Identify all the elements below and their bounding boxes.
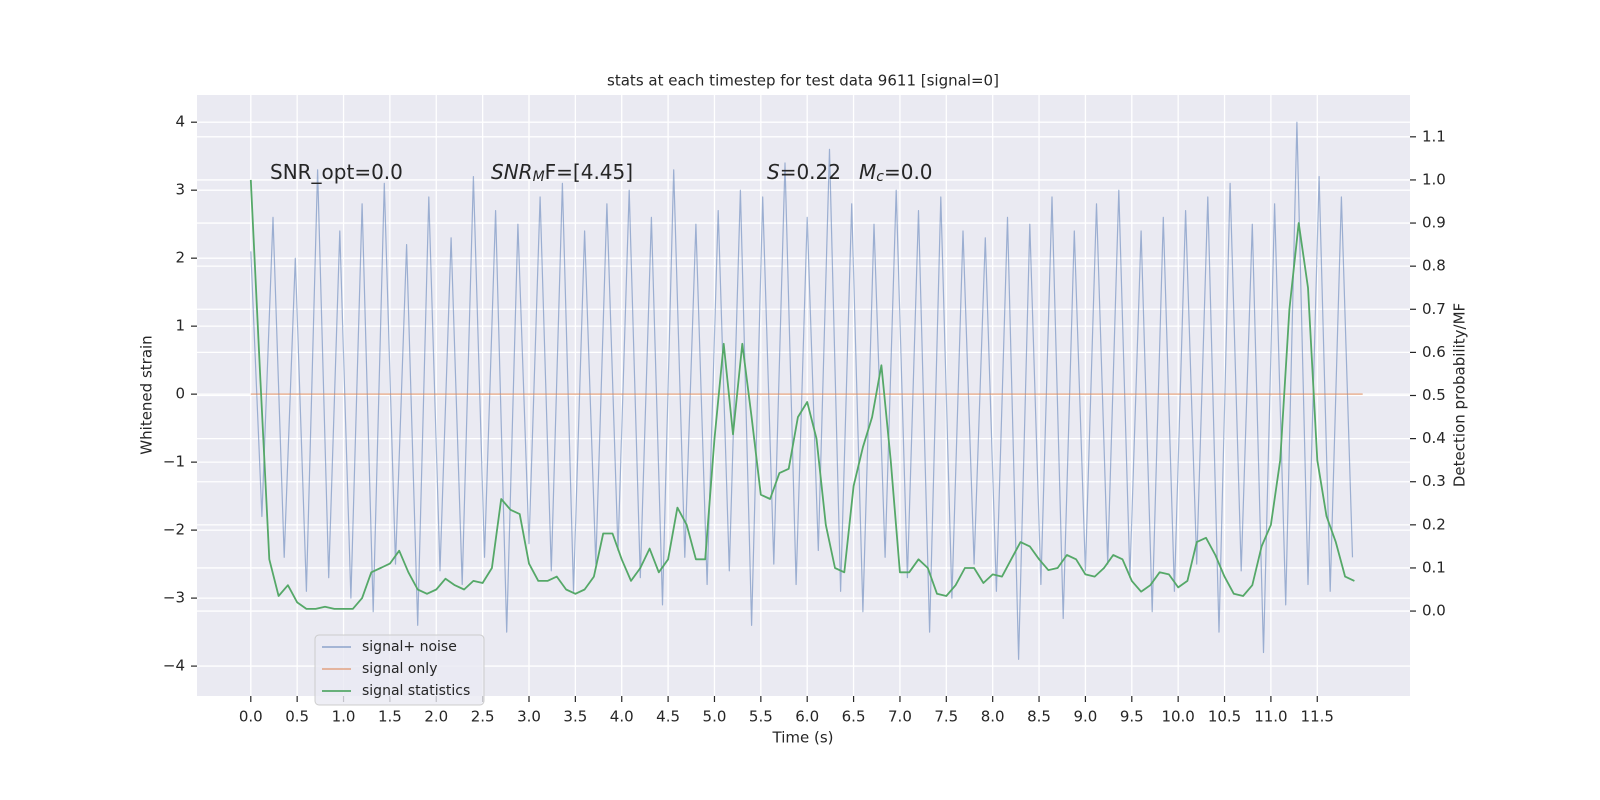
y-tick-label: 1 <box>175 317 185 335</box>
y2-tick-label: 0.0 <box>1422 602 1446 620</box>
annotation-symbol: S <box>767 160 780 184</box>
series-layer <box>249 121 1363 660</box>
x-tick-label: 1.5 <box>378 708 402 726</box>
x-tick-label: 9.5 <box>1120 708 1144 726</box>
x-tick-label: 10.0 <box>1161 708 1194 726</box>
annotation-text: SNR_opt=0.0 <box>270 160 403 184</box>
y-tick-label: 3 <box>175 181 185 199</box>
y-tick-label: −1 <box>163 453 185 471</box>
x-tick-label: 4.0 <box>610 708 634 726</box>
x-tick-label: 11.5 <box>1301 708 1334 726</box>
y-axis-label: Whitened strain <box>138 335 156 454</box>
x-tick-label: 5.0 <box>703 708 727 726</box>
y2-tick-label: 0.6 <box>1422 343 1446 361</box>
annotation: Mc=0.0 <box>859 160 933 186</box>
annotation-subscript: c <box>876 169 884 185</box>
x-tick-label: 8.5 <box>1027 708 1051 726</box>
x-tick-label: 0.0 <box>239 708 263 726</box>
annotation: S=0.22 <box>767 160 841 184</box>
x-tick-label: 6.5 <box>842 708 866 726</box>
y2-tick-label: 0.7 <box>1422 300 1446 318</box>
x-tick-label: 4.5 <box>656 708 680 726</box>
y2-tick-label: 0.2 <box>1422 515 1446 533</box>
y-tick-label: −3 <box>163 589 185 607</box>
legend-label: signal+ noise <box>362 639 457 655</box>
legend: signal+ noise signal only signal statistic… <box>314 634 485 706</box>
chart-title: stats at each timestep for test data 961… <box>607 72 999 90</box>
x-tick-label: 9.0 <box>1073 708 1097 726</box>
x-tick-label: 10.5 <box>1208 708 1241 726</box>
series-line <box>250 121 1354 660</box>
annotation-text: =0.0 <box>884 160 933 184</box>
y2-tick-label: 0.4 <box>1422 429 1446 447</box>
annotation: SNRMF=[4.45] <box>491 160 633 186</box>
y2-tick-label: 0.3 <box>1422 472 1446 490</box>
x-tick-label: 8.0 <box>981 708 1005 726</box>
y-tick-label: −4 <box>163 657 185 675</box>
annotation-text: F=[4.45] <box>545 160 633 184</box>
y2-tick-label: 1.0 <box>1422 170 1446 188</box>
y2-axis-label: Detection probability/MF <box>1451 303 1469 487</box>
y-tick-label: 4 <box>175 113 185 131</box>
x-tick-label: 5.5 <box>749 708 773 726</box>
x-tick-label: 0.5 <box>285 708 309 726</box>
series-line <box>249 179 1355 610</box>
y2-tick-label: 0.1 <box>1422 558 1446 576</box>
annotation-symbol: SNR <box>491 160 533 184</box>
y-tick-label: 2 <box>175 249 185 267</box>
y-tick-label: −2 <box>163 521 185 539</box>
y2-tick-label: 1.1 <box>1422 127 1446 145</box>
annotation: SNR_opt=0.0 <box>270 160 403 184</box>
x-tick-label: 3.0 <box>517 708 541 726</box>
x-tick-label: 1.0 <box>332 708 356 726</box>
x-tick-label: 2.0 <box>424 708 448 726</box>
x-tick-label: 3.5 <box>563 708 587 726</box>
x-tick-label: 11.0 <box>1254 708 1287 726</box>
annotation-symbol: M <box>859 160 876 184</box>
y2-tick-label: 0.5 <box>1422 386 1446 404</box>
x-tick-label: 2.5 <box>471 708 495 726</box>
y-tick-label: 0 <box>175 385 185 403</box>
x-tick-label: 7.5 <box>934 708 958 726</box>
x-tick-label: 6.0 <box>795 708 819 726</box>
x-tick-label: 7.0 <box>888 708 912 726</box>
legend-box <box>314 634 485 706</box>
y2-tick-label: 0.8 <box>1422 257 1446 275</box>
legend-label: signal statistics <box>362 683 470 699</box>
y2-tick-label: 0.9 <box>1422 214 1446 232</box>
annotation-subscript: M <box>533 169 545 185</box>
x-axis-label: Time (s) <box>772 729 834 747</box>
annotation-text: =0.22 <box>780 160 841 184</box>
legend-label: signal only <box>362 661 437 677</box>
